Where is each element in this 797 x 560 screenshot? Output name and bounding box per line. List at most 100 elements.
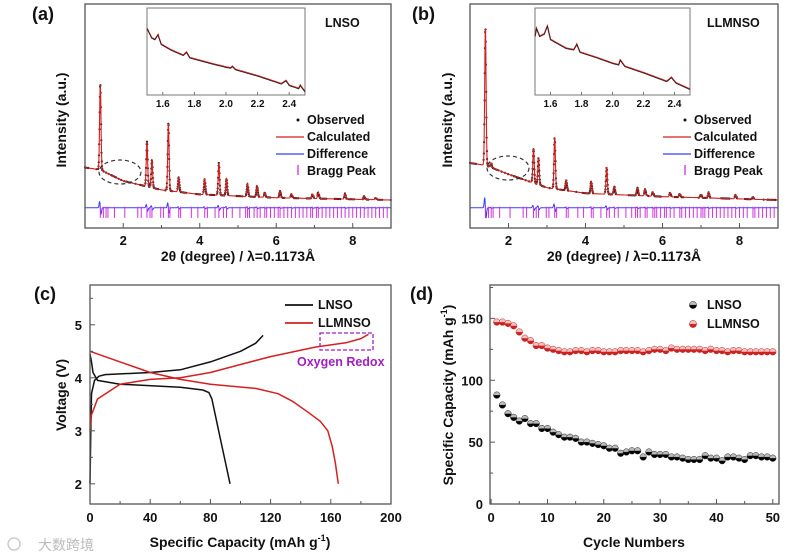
inset-observed-line [534, 25, 691, 90]
x-tick-label: 2 [505, 233, 512, 248]
y-axis-label-a: Intensity (a.u.) [53, 73, 69, 168]
x-tick-label: 4 [582, 233, 590, 248]
x-tick-label: 160 [320, 510, 342, 525]
inset-x-tick-label: 1.8 [187, 99, 201, 110]
panel-b: LLMNSO 2θ (degree) / λ=0.1173Å Intensity… [439, 16, 763, 264]
panel-label-b: (b) [412, 4, 435, 24]
lnso-point [521, 415, 529, 423]
panel-label-c: (c) [34, 284, 56, 304]
lnso-charge-curve [89, 334, 264, 484]
xrd-plot-b: 2 4 6 8 1.6 1.8 2.0 2.2 2.4 [468, 3, 779, 248]
calculated-line-b [469, 28, 778, 201]
lnso-point [532, 420, 540, 428]
cycling-plot: 0 10 20 30 40 50 0 50 100 150 [461, 284, 780, 525]
highlight-ellipse-b [486, 155, 530, 181]
lnso-point [504, 410, 512, 418]
x-tick-label: 120 [260, 510, 282, 525]
calculated-line-a [84, 84, 391, 201]
legend-calculated-b: Calculated [694, 130, 757, 144]
legend-llmnso-c: LLMNSO [318, 316, 371, 330]
lnso-point [493, 391, 501, 399]
legend-observed-marker [296, 118, 300, 122]
legend-bragg-a: Bragg Peak [307, 164, 376, 178]
lnso-point [510, 413, 518, 421]
lnso-point [634, 447, 642, 455]
y-tick-label: 50 [469, 435, 483, 450]
x-tick-label: 0 [86, 510, 93, 525]
legend-difference-b: Difference [694, 147, 755, 161]
llmnso-discharge-curve [89, 350, 340, 484]
legend-observed-a: Observed [307, 113, 365, 127]
legend-lnso-c: LNSO [318, 298, 353, 312]
x-tick-label: 10 [540, 510, 554, 525]
lnso-point [611, 444, 619, 452]
lnso-point [696, 455, 704, 464]
lnso-point [572, 434, 580, 442]
inset-calculated-line [534, 23, 691, 90]
y-axis-label-c: Voltage (V) [53, 359, 69, 431]
legend-difference-a: Difference [307, 147, 368, 161]
y-tick-label: 2 [75, 477, 82, 492]
oxygen-redox-annotation: Oxygen Redox [297, 355, 385, 369]
inset-x-tick-label: 1.6 [156, 99, 170, 110]
y-tick-label: 150 [461, 311, 483, 326]
legend-bragg-b: Bragg Peak [694, 164, 763, 178]
x-axis-label-b: 2θ (degree) / λ=0.1173Å [547, 248, 701, 264]
x-tick-label: 40 [143, 510, 157, 525]
x-tick-label: 50 [766, 510, 780, 525]
x-tick-label: 8 [736, 233, 743, 248]
llmnso-series [493, 318, 777, 356]
x-tick-label: 2 [120, 233, 127, 248]
panel-c: Specific Capacity (mAh g-1) Voltage (V) … [53, 298, 385, 550]
x-tick-label: 30 [653, 510, 667, 525]
llmnso-point [555, 347, 563, 355]
panel-d: Cycle Numbers Specific Capacity (mAh g-1… [439, 298, 760, 550]
lnso-point [498, 401, 506, 409]
legend-llmnso-d: LLMNSO [707, 317, 760, 331]
x-axis-label-a: 2θ (degree) / λ=0.1173Å [161, 248, 315, 264]
y-tick-label: 100 [461, 373, 483, 388]
inset-frame [146, 7, 306, 96]
legend-calculated-a: Calculated [307, 130, 370, 144]
watermark-text: 大数跨境 [38, 537, 94, 553]
x-tick-label: 4 [196, 233, 204, 248]
oxygen-redox-box [319, 332, 374, 351]
inset-x-tick-label: 2.2 [251, 99, 265, 110]
legend-observed-marker [683, 118, 687, 122]
lnso-discharge-curve [89, 353, 231, 484]
inset-x-tick-label: 1.6 [544, 99, 558, 110]
panel-label-a: (a) [32, 4, 54, 24]
lnso-point [588, 439, 597, 447]
llmnso-point [724, 348, 732, 356]
inset-x-tick-label: 2.0 [606, 99, 620, 110]
x-axis-label-d: Cycle Numbers [583, 534, 685, 550]
lnso-point [543, 424, 552, 433]
panel-label-d: (d) [410, 284, 433, 304]
plot-frame-d [489, 284, 780, 505]
x-tick-label: 8 [349, 233, 356, 248]
lnso-point [741, 455, 749, 464]
inset-plot-b: 1.6 1.8 2.0 2.2 2.4 [534, 7, 691, 110]
llmnso-point [527, 337, 535, 345]
y-tick-label: 0 [476, 497, 483, 512]
legend-lnso-d: LNSO [707, 298, 742, 312]
x-tick-label: 6 [273, 233, 280, 248]
highlight-ellipse-a [98, 159, 142, 185]
lnso-point [673, 453, 681, 461]
inset-observed-line [146, 28, 306, 93]
y-tick-label: 3 [75, 424, 82, 439]
watermark: 大数跨境 [7, 537, 94, 553]
difference-line-a [85, 201, 391, 215]
inset-x-tick-label: 2.2 [637, 99, 651, 110]
lnso-series [493, 391, 777, 465]
y-axis-label-b: Intensity (a.u.) [439, 73, 455, 168]
llmnso-charge-curve [89, 333, 369, 431]
x-tick-label: 6 [659, 233, 666, 248]
xrd-plot-a: 2 4 6 8 1.6 1.8 2.0 2.2 2.4 [83, 3, 392, 248]
llmnso-point [515, 328, 523, 336]
y-tick-label: 5 [75, 318, 82, 333]
inset-x-tick-label: 2.4 [282, 99, 296, 110]
watermark-logo-icon [7, 537, 21, 551]
x-tick-label: 200 [380, 510, 402, 525]
